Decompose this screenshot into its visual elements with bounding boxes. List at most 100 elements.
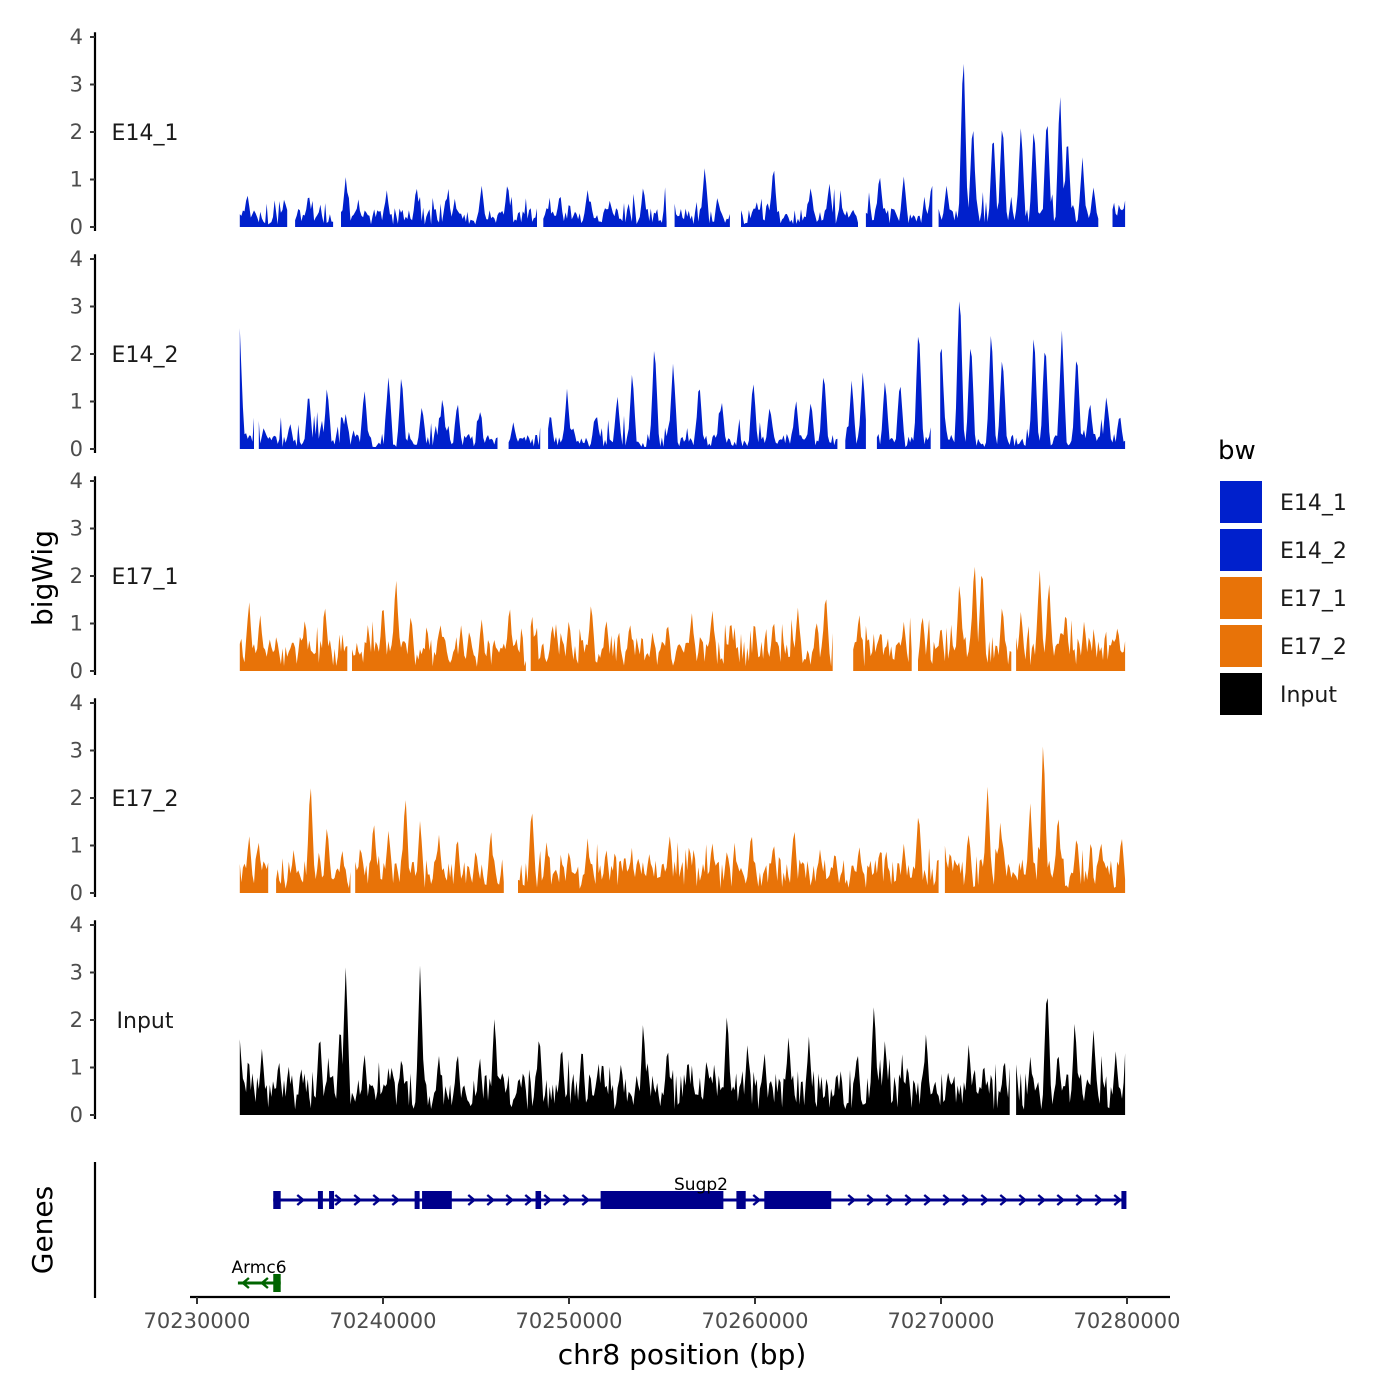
genes-axis-title: Genes [26,1186,59,1274]
coverage-area [918,566,1012,671]
coverage-area [258,377,498,449]
strand-arrow [923,1194,933,1206]
y-tick-label: 3 [70,961,83,985]
strand-arrow [241,1277,250,1289]
gene-label: Armc6 [231,1258,286,1278]
coverage-area [295,197,334,227]
gene-exon [600,1191,724,1209]
strand-arrow [942,1194,952,1206]
gene-exon [736,1191,746,1209]
x-axis-title: chr8 position (bp) [558,1338,807,1371]
coverage-area [944,746,1126,893]
x-axis: 70230000 70240000 70250000 70260000 70270000… [144,1295,1181,1333]
track-E17_1: 0 1 2 3 4 E17_1 [70,469,1126,683]
strand-arrow [505,1194,515,1206]
gene-exon [317,1191,323,1209]
track-label: E17_1 [112,565,179,590]
gene-exon [535,1191,542,1209]
track-label: Input [117,1009,174,1034]
track-E14_1: 0 1 2 3 4 E14_1 [70,25,1126,239]
coverage-area [508,422,541,449]
y-tick-label: 2 [70,786,83,810]
track-label: E17_2 [112,787,179,812]
y-tick-label: 1 [70,168,83,192]
legend-swatch [1218,527,1264,573]
track-Input: 0 1 2 3 4 Input [70,913,1126,1127]
strand-arrow [391,1194,401,1206]
strand-arrow [296,1194,306,1206]
y-tick-label: 0 [70,437,83,461]
coverage-area [239,195,288,227]
y-tick-label: 0 [70,881,83,905]
coverage-tracks: 0 1 2 3 4 E14_1 0 1 2 3 4 E14_2 0 1 2 3 4 E17_1 0 1 2 3 4 E17_2… [70,25,1126,1127]
coverage-area [940,301,1126,449]
coverage-area [1016,570,1126,671]
strand-arrow [467,1194,477,1206]
strand-arrow [562,1194,572,1206]
coverage-area [276,788,351,893]
strand-arrow [1113,1194,1123,1206]
x-tick-label: 70240000 [330,1309,437,1333]
y-tick-label: 2 [70,120,83,144]
strand-arrow [1075,1194,1085,1206]
coverage-area [876,336,931,449]
coverage-area [352,580,526,671]
y-tick-label: 0 [70,659,83,683]
strand-arrow [885,1194,895,1206]
gene-track: Sugp2 Armc6 [93,1162,1127,1298]
strand-arrow [980,1194,990,1206]
y-tick-label: 2 [70,342,83,366]
coverage-area [1112,200,1126,227]
track-E17_2: 0 1 2 3 4 E17_2 [70,691,1126,905]
gene-Sugp2: Sugp2 [273,1175,1127,1209]
coverage-area [341,177,537,227]
legend: bw E14_1 E14_2 E17_1 E17_2 Input [1218,436,1347,717]
y-tick-label: 3 [70,517,83,541]
coverage-area [543,187,667,227]
y-tick-label: 1 [70,390,83,414]
y-tick-label: 4 [70,691,83,715]
gene-exon [273,1274,281,1292]
y-tick-label: 4 [70,469,83,493]
y-tick-label: 4 [70,913,83,937]
strand-arrow [904,1194,914,1206]
legend-swatch [1218,479,1264,525]
coverage-area [853,615,912,671]
y-tick-label: 4 [70,25,83,49]
strand-arrow [961,1194,971,1206]
x-tick-label: 70280000 [1074,1309,1181,1333]
strand-arrow [353,1194,363,1206]
legend-swatch [1218,575,1264,621]
coverage-area [1016,998,1126,1115]
coverage-area [239,965,1010,1115]
gene-exon [764,1191,832,1209]
y-tick-label: 1 [70,1056,83,1080]
track-E14_2: 0 1 2 3 4 E14_2 [70,247,1126,461]
strand-arrow [581,1194,591,1206]
gene-exon [422,1191,452,1209]
x-tick-label: 70230000 [144,1309,251,1333]
strand-arrow [847,1194,857,1206]
coverage-area [518,813,939,893]
y-tick-label: 4 [70,247,83,271]
gene-exon [414,1191,420,1209]
strand-arrow [866,1194,876,1206]
y-tick-label: 3 [70,73,83,97]
strand-arrow [260,1277,269,1289]
legend-label: Input [1280,683,1337,708]
legend-label: E14_2 [1280,539,1347,564]
track-label: E14_2 [112,343,179,368]
coverage-area [548,351,838,449]
legend-label: E17_2 [1280,635,1347,660]
coverage-area [741,170,858,227]
gene-exon [1121,1191,1127,1209]
coverage-area [674,168,730,227]
legend-swatch [1218,623,1264,669]
y-tick-label: 3 [70,295,83,319]
y-tick-label: 0 [70,215,83,239]
strand-arrow [524,1194,534,1206]
coverage-area [239,328,254,449]
strand-arrow [1056,1194,1066,1206]
y-tick-label: 2 [70,564,83,588]
